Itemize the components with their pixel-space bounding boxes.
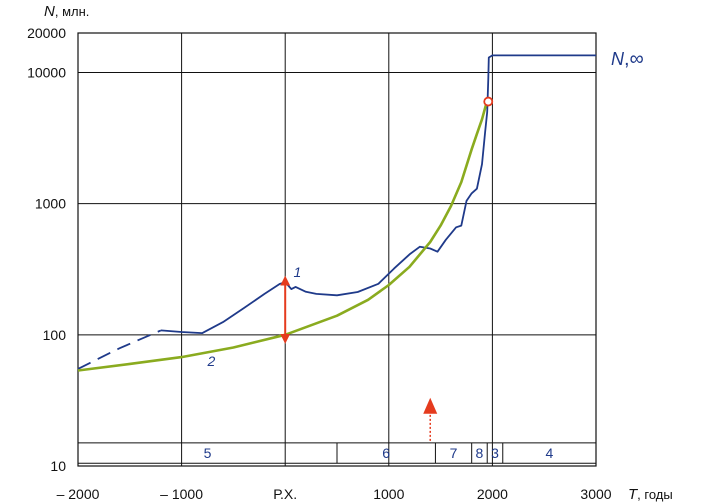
series-label-2: 2 xyxy=(207,353,216,369)
x-axis-title: T, годы xyxy=(628,486,673,503)
band-label: 7 xyxy=(450,445,458,461)
band-label: 8 xyxy=(476,445,484,461)
marker-point xyxy=(483,96,494,107)
band-label: 3 xyxy=(491,445,499,461)
band-label: 5 xyxy=(204,445,212,461)
tick-labels: – 2000 – 1000 Р.Х. 1000 2000 3000 10 100 1000 100… xyxy=(27,25,612,502)
series-line-1-dashed xyxy=(77,329,162,370)
grid xyxy=(77,32,597,467)
x-tick-label: 2000 xyxy=(477,486,508,502)
plot-frame xyxy=(77,32,597,467)
band-label: 6 xyxy=(382,445,390,461)
series-label-1: 1 xyxy=(293,264,301,280)
annotations xyxy=(280,96,494,441)
y-axis-title: N, млн. xyxy=(44,3,89,20)
y-tick-label: 10 xyxy=(50,458,66,474)
x-tick-label: – 2000 xyxy=(57,486,100,502)
asymptote-label: N,∞ xyxy=(611,48,644,70)
x-tick-label: Р.Х. xyxy=(273,486,297,502)
band-label: 4 xyxy=(545,445,553,461)
x-tick-label: 1000 xyxy=(373,486,404,502)
x-tick-label: 3000 xyxy=(580,486,611,502)
x-tick-label: – 1000 xyxy=(160,486,203,502)
y-tick-label: 100 xyxy=(43,327,67,343)
series-group: 12 xyxy=(77,54,596,372)
series-line-2 xyxy=(77,103,488,372)
y-tick-label: 1000 xyxy=(35,196,66,212)
time-arrow-head xyxy=(423,397,438,414)
y-tick-label: 20000 xyxy=(27,25,66,41)
series-line-1 xyxy=(160,54,596,334)
y-tick-label: 10000 xyxy=(27,64,66,80)
